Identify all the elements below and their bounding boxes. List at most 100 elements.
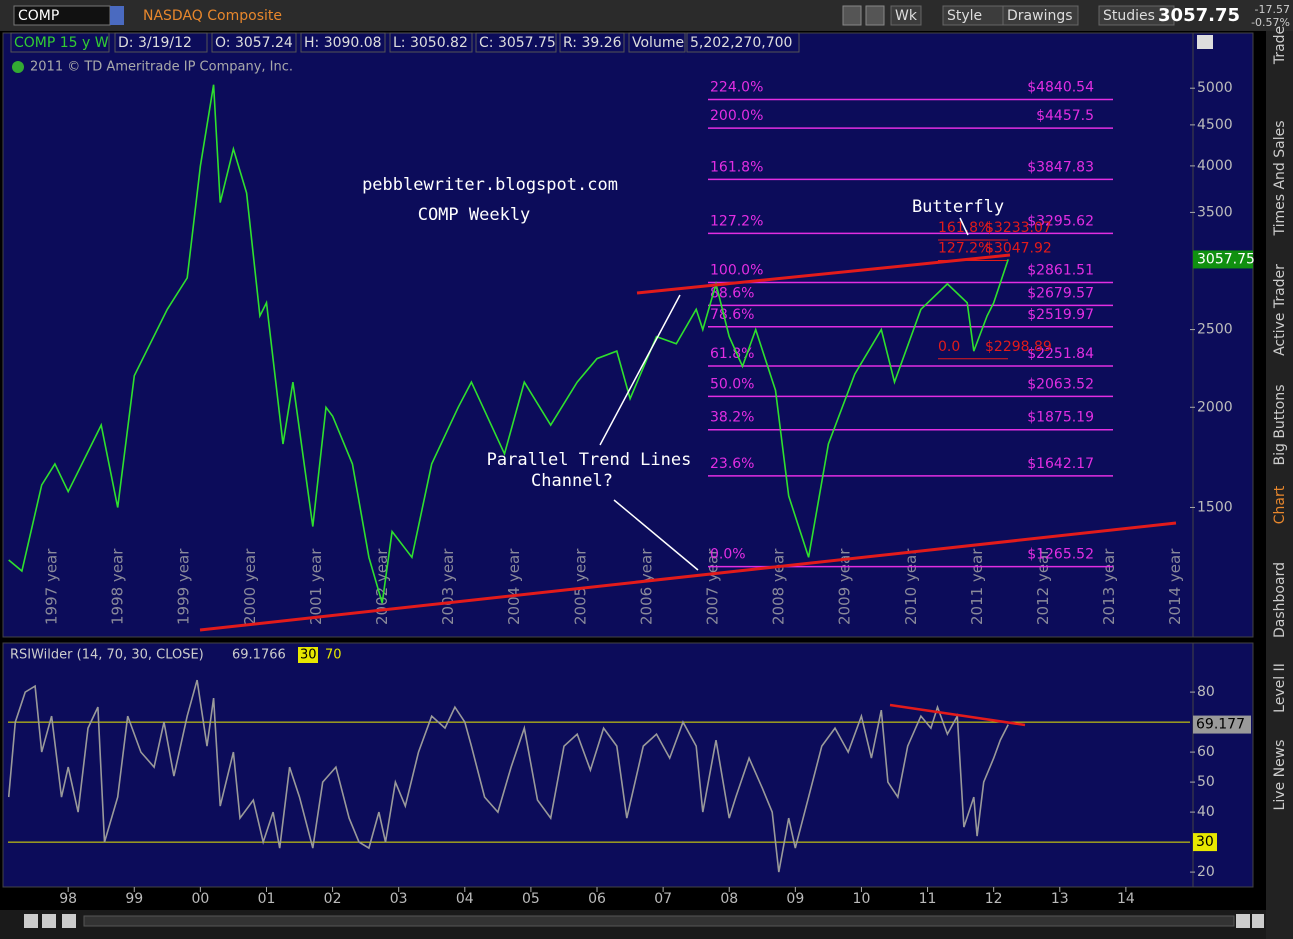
butterfly-price: $3233.07 [985, 220, 1052, 236]
x-tick-label: 99 [125, 891, 143, 907]
x-tick-label: 13 [1051, 891, 1069, 907]
rsi-axis [1192, 642, 1254, 888]
fib-price: $1875.19 [1027, 410, 1094, 426]
y-tick-label: 5000 [1197, 80, 1233, 96]
sidebar-tab[interactable]: Live News [1272, 740, 1288, 811]
sidebar-tab[interactable]: Dashboard [1272, 562, 1288, 638]
year-label: 1997 year [43, 548, 61, 625]
last-price-label: 3057.75 [1197, 251, 1255, 267]
fib-pct: 161.8% [710, 159, 763, 175]
header-field: D: 3/19/12 [118, 35, 192, 51]
toolbar-button[interactable] [1002, 5, 1079, 26]
sidebar-tab[interactable]: Big Buttons [1272, 384, 1288, 465]
x-tick-label: 08 [720, 891, 738, 907]
year-label: 2014 year [1166, 548, 1184, 625]
pointer-line [613, 499, 699, 571]
sidebar-tab[interactable]: Trade [1272, 26, 1288, 65]
rsi-param: 30 [300, 648, 317, 663]
fib-pct: 23.6% [710, 456, 754, 472]
toolbar-button-label: Wk [895, 8, 918, 24]
toolbar-button[interactable] [1098, 5, 1175, 26]
fib-price: $3847.83 [1027, 159, 1094, 175]
header-field: C: 3057.75 [479, 35, 556, 51]
change: -17.57 [1255, 3, 1290, 16]
year-label: 2000 year [241, 548, 259, 625]
rsi-last: 69.1766 [232, 648, 286, 663]
rsi-last-box [1193, 715, 1251, 734]
symbol-dropdown[interactable] [110, 6, 124, 25]
x-tick-label: 10 [853, 891, 871, 907]
drawing-tool[interactable] [62, 914, 76, 928]
header-field: Volume [632, 35, 684, 51]
year-label: 2011 year [968, 548, 986, 625]
panel-icon[interactable] [1197, 35, 1213, 49]
fib-pct: 127.2% [710, 213, 763, 229]
x-tick-label: 09 [786, 891, 804, 907]
zoom-out[interactable] [24, 914, 38, 928]
trend-line [889, 703, 1026, 727]
x-tick-label: 03 [390, 891, 408, 907]
zoom-in[interactable] [42, 914, 56, 928]
toolbar-button-label: Studies [1103, 8, 1155, 24]
toolbar-button[interactable] [890, 5, 922, 26]
scrollbar[interactable] [83, 915, 1235, 927]
header-box [475, 32, 557, 53]
annotation: pebblewriter.blogspot.com [362, 175, 618, 195]
fib-price: $2861.51 [1027, 263, 1094, 279]
scroll-end[interactable] [1252, 914, 1264, 928]
y-tick-label: 3500 [1197, 204, 1233, 220]
fib-price: $4457.5 [1036, 108, 1094, 124]
sidebar-tab[interactable]: Chart [1272, 485, 1288, 524]
y-tick-label: 40 [1197, 804, 1215, 820]
rsi-param: 70 [325, 648, 342, 663]
fib-pct: 38.2% [710, 410, 754, 426]
header-field: O: 3057.24 [215, 35, 293, 51]
fib-price: $2519.97 [1027, 307, 1094, 323]
tool-icon[interactable] [865, 5, 885, 26]
year-label: 2013 year [1100, 548, 1118, 625]
annotation: Channel? [531, 471, 613, 491]
toolbar-button-label: Drawings [1007, 8, 1073, 24]
rsi-line [8, 679, 1009, 873]
butterfly-price: $2298.89 [985, 339, 1052, 355]
fib-pct: 50.0% [710, 376, 754, 392]
level-label: 30 [1196, 834, 1214, 850]
pointer-line [599, 294, 681, 446]
sidebar-tab[interactable]: Active Trader [1272, 264, 1288, 356]
y-tick-label: 1500 [1197, 499, 1233, 515]
fib-price: $4840.54 [1027, 79, 1094, 95]
tool-icon[interactable] [842, 5, 862, 26]
fib-pct: 224.0% [710, 79, 763, 95]
price-plot: 1997 year 1998 year 1999 year 2000 year 2001… [8, 79, 1184, 625]
butterfly-price: $3047.92 [985, 241, 1052, 257]
pointer-line [959, 217, 969, 236]
sidebar-tabs: Trade Times And Sales Active Trader Big But… [1272, 26, 1288, 811]
info-icon[interactable] [12, 61, 24, 73]
fib-pct: 78.6% [710, 307, 754, 323]
x-tick-label: 01 [258, 891, 276, 907]
header-box [300, 32, 386, 53]
scroll-right[interactable] [1236, 914, 1250, 928]
sidebar-tab[interactable]: Times And Sales [1272, 120, 1288, 236]
x-tick-label: 11 [919, 891, 937, 907]
year-label: 2010 year [902, 548, 920, 625]
annotation: Parallel Trend Lines [487, 450, 692, 470]
sidebar [1266, 31, 1293, 939]
price-panel [2, 32, 1194, 638]
fib-pct: 88.6% [710, 285, 754, 301]
sidebar-tab[interactable]: Level II [1272, 663, 1288, 713]
butterfly-pct: 0.0 [938, 339, 960, 355]
year-label: 1998 year [109, 548, 127, 625]
header-box [389, 32, 473, 53]
year-label: 2006 year [637, 548, 655, 625]
header-field: L: 3050.82 [393, 35, 468, 51]
last-price: 3057.75 [1158, 5, 1240, 26]
fib-pct: 100.0% [710, 263, 763, 279]
annotation: Butterfly [912, 197, 1004, 217]
x-tick-label: 04 [456, 891, 474, 907]
symbol: COMP [18, 8, 59, 24]
last-price-box [1193, 250, 1253, 269]
fib-price: $3295.62 [1027, 213, 1094, 229]
header-box [686, 32, 800, 53]
